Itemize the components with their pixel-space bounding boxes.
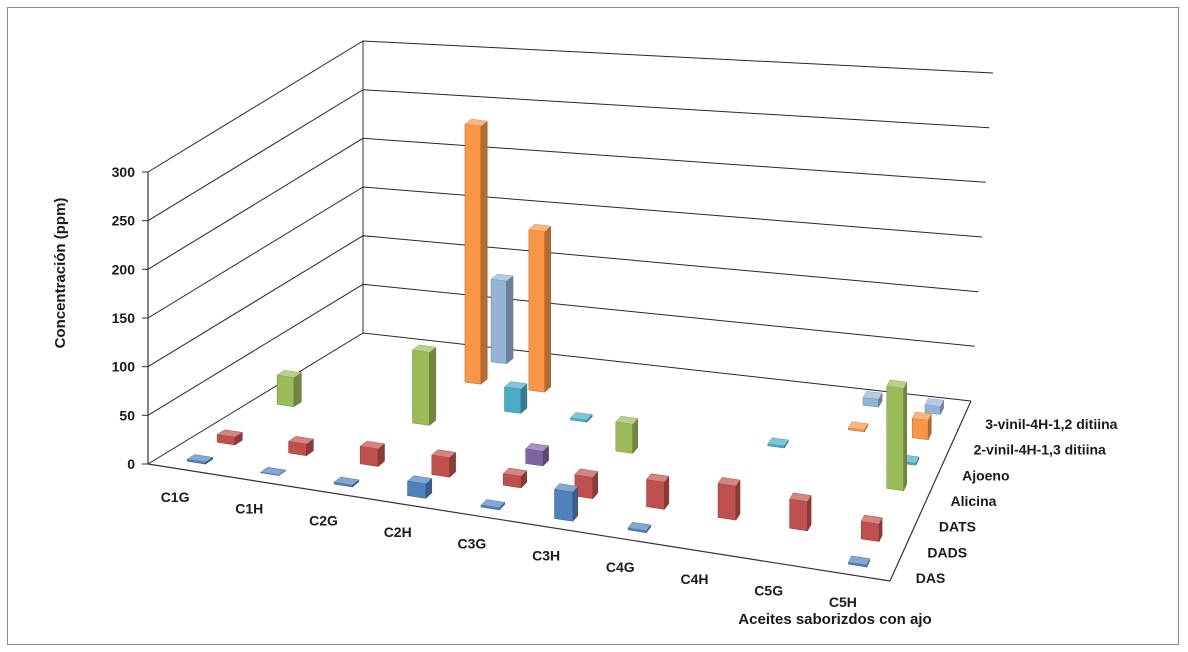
bar [216, 429, 243, 446]
bar [574, 468, 599, 500]
gridline [147, 40, 994, 173]
bar [554, 483, 579, 522]
x-tick-label: C3H [532, 547, 560, 563]
y-tick-label: 0 [127, 456, 135, 472]
chart-frame: 0 50 100 150 200 250 300 C1G C1H C2G C2H C3G C3H C4G… [7, 7, 1179, 645]
bar [767, 437, 789, 449]
gridline [147, 89, 990, 222]
bar [464, 118, 488, 385]
y-tick-label: 200 [112, 261, 136, 277]
x-tick-label: C2G [309, 512, 338, 528]
gridlines [142, 40, 994, 465]
series-tick-label: 3-vinil-4H-1,2 ditiina [985, 416, 1117, 432]
chart-svg: 0 50 100 150 200 250 300 C1G C1H C2G C2H C3G C3H C4G… [52, 40, 1118, 628]
x-tick-label: C4H [680, 571, 708, 587]
bar [359, 440, 386, 468]
bar [503, 381, 528, 414]
x-tick-label: C1H [235, 501, 263, 517]
bar [615, 415, 639, 455]
gridline [147, 235, 979, 368]
bar [789, 492, 812, 532]
series-tick-label: DAS [916, 570, 946, 586]
bar [717, 477, 741, 521]
x-tick-label: C5G [754, 583, 783, 599]
series-tick-label: Alicina [951, 493, 997, 509]
bar [569, 412, 593, 423]
gridline [147, 137, 986, 270]
bar [525, 443, 550, 467]
x-tick-label: C5H [829, 594, 857, 610]
bar [860, 514, 883, 542]
bar [848, 555, 871, 568]
bar [276, 370, 303, 408]
bar [646, 473, 670, 511]
bar [333, 476, 360, 488]
bar [480, 499, 506, 511]
bar [490, 273, 514, 365]
gridline [147, 332, 972, 465]
bar [886, 379, 908, 491]
depth-axis-line [889, 400, 972, 582]
bar [411, 344, 437, 426]
bar [847, 421, 869, 433]
bar [911, 411, 932, 441]
x-axis-title: Aceites saborizdos con ajo [738, 611, 931, 628]
series-tick-label: 2-vinil-4H-1,3 ditiina [974, 442, 1106, 458]
bar [259, 467, 287, 477]
gridline [147, 186, 983, 319]
bar [287, 436, 315, 457]
x-tick-label: C4G [606, 559, 635, 575]
bar [528, 224, 552, 393]
series-axis-ticks: DAS DADS DATS Alicina Ajoeno 2-vinil-4H-1,3 d… [916, 416, 1118, 586]
bars [186, 118, 944, 568]
y-tick-label: 250 [112, 213, 136, 229]
series-tick-label: DATS [939, 519, 976, 535]
gridline [147, 283, 975, 416]
y-axis-ticks: 0 50 100 150 200 250 300 [112, 164, 136, 472]
bar [502, 467, 528, 489]
bar [924, 398, 944, 415]
bar [431, 449, 457, 478]
series-tick-label: DADS [927, 544, 967, 560]
x-tick-label: C3G [458, 536, 487, 552]
y-axis-title: Concentración (ppm) [52, 198, 69, 349]
bar [406, 475, 433, 499]
series-tick-label: Ajoeno [962, 467, 1009, 483]
bar [186, 454, 214, 465]
x-tick-label: C1G [161, 489, 190, 505]
y-tick-label: 50 [119, 407, 135, 423]
bar [627, 521, 652, 534]
y-tick-label: 150 [112, 310, 136, 326]
x-axis-line [147, 463, 891, 582]
x-tick-label: C2H [384, 524, 412, 540]
y-tick-label: 100 [112, 359, 136, 375]
y-tick-label: 300 [112, 164, 136, 180]
bar [862, 391, 883, 409]
x-axis-ticks: C1G C1H C2G C2H C3G C3H C4G C4H C5G C5H [161, 489, 857, 610]
